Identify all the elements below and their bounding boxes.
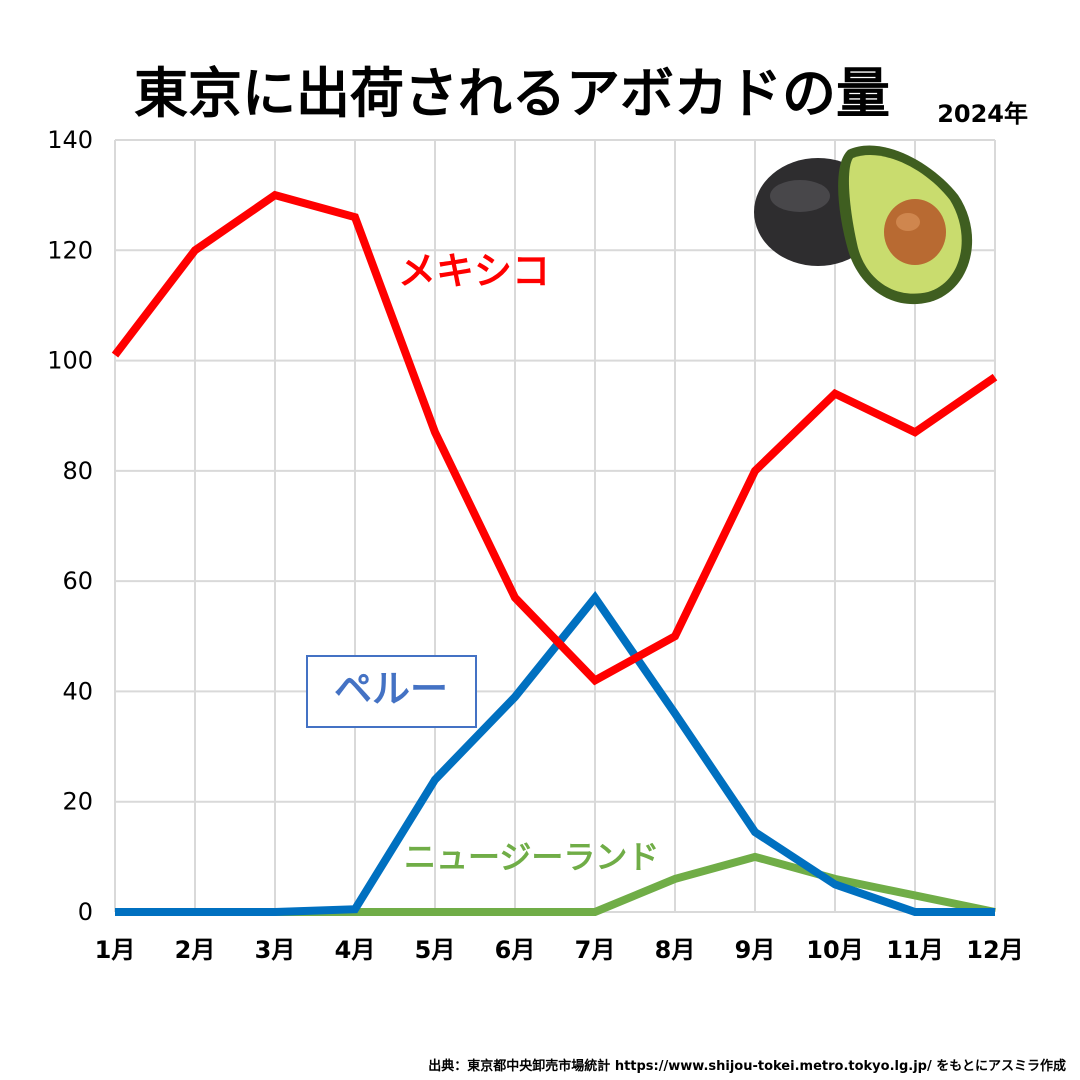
x-tick-label: 2月 xyxy=(175,936,216,964)
x-tick-label: 12月 xyxy=(966,936,1023,964)
y-tick-label: 60 xyxy=(62,567,93,595)
avocado-illustration xyxy=(754,145,973,305)
x-tick-label: 7月 xyxy=(575,936,616,964)
x-tick-label: 11月 xyxy=(886,936,943,964)
y-tick-label: 140 xyxy=(47,126,93,154)
y-axis-ticks: 0 20 40 60 80 100 120 140 xyxy=(47,126,93,926)
x-tick-label: 5月 xyxy=(415,936,456,964)
series-label-nz: ニュージーランド xyxy=(404,838,659,876)
x-tick-label: 9月 xyxy=(735,936,776,964)
series-label-peru: ペルー xyxy=(334,667,448,711)
x-tick-label: 10月 xyxy=(806,936,863,964)
y-tick-label: 0 xyxy=(78,898,93,926)
avocado-pit-icon xyxy=(884,199,946,265)
y-tick-label: 40 xyxy=(62,677,93,705)
y-tick-label: 80 xyxy=(62,457,93,485)
y-tick-label: 20 xyxy=(62,788,93,816)
x-tick-label: 3月 xyxy=(255,936,296,964)
x-tick-label: 6月 xyxy=(495,936,536,964)
x-tick-label: 4月 xyxy=(335,936,376,964)
x-tick-label: 1月 xyxy=(95,936,136,964)
x-tick-label: 8月 xyxy=(655,936,696,964)
y-tick-label: 120 xyxy=(47,236,93,264)
series-line-0 xyxy=(111,190,998,686)
series-lines xyxy=(111,190,998,916)
chart-subtitle: 2024年 xyxy=(937,100,1028,128)
peru-label-box xyxy=(306,655,477,728)
x-axis-ticks: 1月 2月 3月 4月 5月 6月 7月 8月 9月 10月 11月 12月 xyxy=(95,936,1024,964)
series-line-1 xyxy=(115,591,995,916)
series-label-mexico: メキシコ xyxy=(398,249,550,293)
chart-title: 東京に出荷されるアボカドの量 xyxy=(134,62,890,125)
source-note: 出典：東京都中央卸売市場統計 https://www.shijou-tokei.… xyxy=(428,1058,1066,1074)
y-tick-label: 100 xyxy=(47,347,93,375)
